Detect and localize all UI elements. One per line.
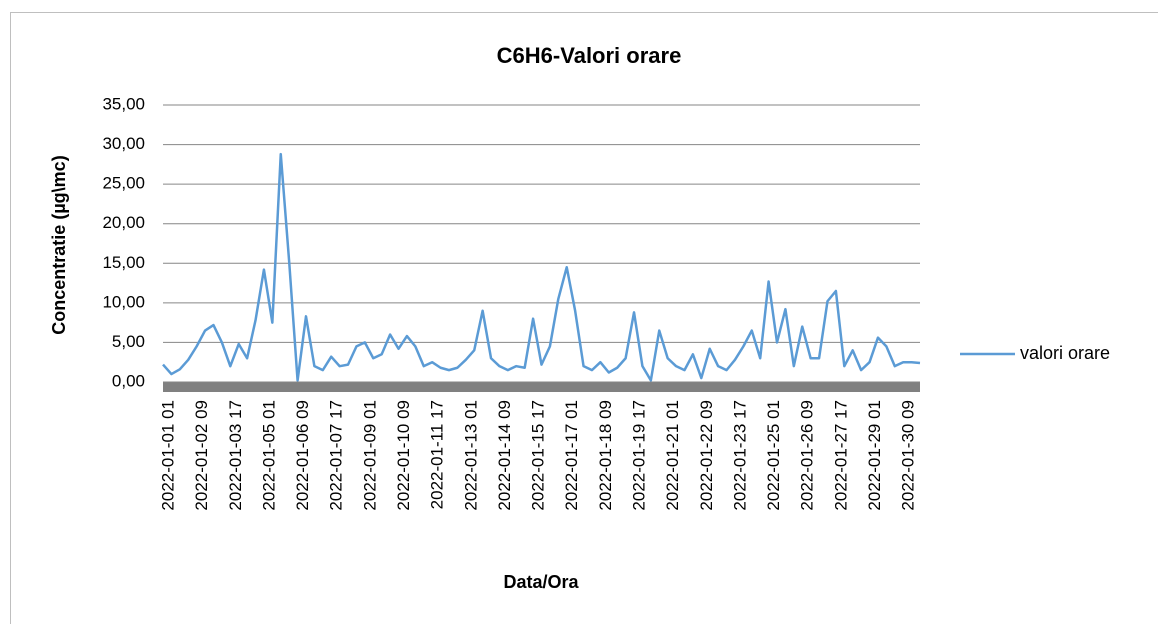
legend-label: valori orare (1020, 343, 1110, 363)
x-tick-label: 2022-01-09 01 (360, 400, 379, 511)
y-tick-label: 10,00 (102, 292, 145, 311)
x-tick-label: 2022-01-02 09 (192, 400, 211, 511)
x-tick-label: 2022-01-10 09 (394, 400, 413, 511)
y-tick-label: 25,00 (102, 174, 145, 193)
x-tick-label: 2022-01-13 01 (461, 400, 480, 511)
x-tick-label: 2022-01-23 17 (730, 400, 749, 511)
y-axis-title: Concentratie (µg\mc) (49, 155, 69, 334)
y-tick-label: 0,00 (112, 371, 145, 390)
x-tick-label: 2022-01-17 01 (562, 400, 581, 511)
x-tick-label: 2022-01-18 09 (596, 400, 615, 511)
x-tick-label: 2022-01-21 01 (663, 400, 682, 511)
x-tick-label: 2022-01-22 09 (697, 400, 716, 511)
x-tick-label: 2022-01-14 09 (495, 400, 514, 511)
x-tick-label: 2022-01-03 17 (226, 400, 245, 511)
y-tick-label: 5,00 (112, 332, 145, 351)
x-axis-band (163, 382, 920, 392)
chart-frame (11, 13, 1158, 625)
x-tick-label: 2022-01-30 09 (899, 400, 918, 511)
chart-title: C6H6-Valori orare (497, 43, 682, 68)
x-tick-label: 2022-01-05 01 (259, 400, 278, 511)
y-tick-label: 30,00 (102, 134, 145, 153)
y-tick-label: 35,00 (102, 94, 145, 113)
x-tick-label: 2022-01-27 17 (831, 400, 850, 511)
x-tick-label: 2022-01-19 17 (630, 400, 649, 511)
x-tick-label: 2022-01-06 09 (293, 400, 312, 511)
x-tick-label: 2022-01-29 01 (865, 400, 884, 511)
x-tick-label: 2022-01-25 01 (764, 400, 783, 511)
x-tick-label: 2022-01-07 17 (327, 400, 346, 511)
x-tick-label: 2022-01-11 17 (428, 400, 447, 509)
x-axis-title: Data/Ora (503, 572, 579, 592)
y-tick-label: 15,00 (102, 253, 145, 272)
x-tick-label: 2022-01-26 09 (798, 400, 817, 511)
y-tick-label: 20,00 (102, 213, 145, 232)
x-tick-label: 2022-01-15 17 (529, 400, 548, 511)
x-tick-label: 2022-01-01 01 (158, 400, 177, 511)
